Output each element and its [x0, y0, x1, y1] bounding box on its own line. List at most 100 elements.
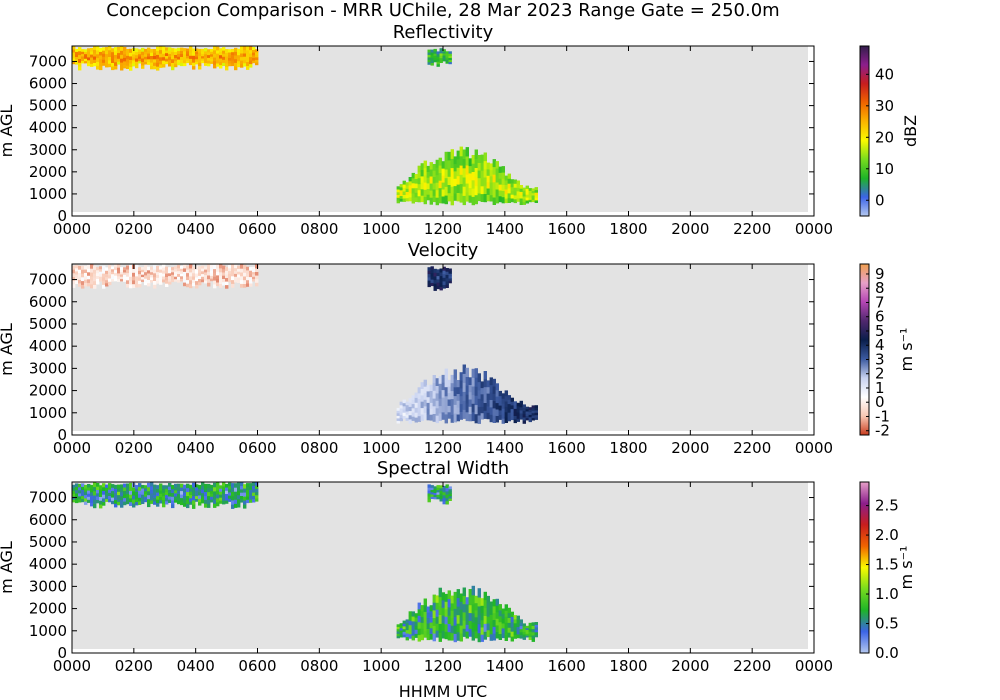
- echo-cell: [135, 61, 139, 65]
- echo-cell: [204, 56, 208, 61]
- echo-cell: [423, 399, 427, 407]
- echo-cell: [186, 60, 190, 64]
- echo-cell: [498, 390, 502, 397]
- echo-cell: [507, 197, 511, 203]
- echo-cell: [225, 270, 229, 275]
- echo-cell: [189, 268, 193, 273]
- echo-cell: [204, 495, 208, 500]
- echo-cell: [231, 272, 235, 277]
- echo-cell: [138, 277, 142, 281]
- echo-cell: [429, 384, 433, 391]
- echo-cell: [138, 56, 142, 59]
- echo-cell: [174, 489, 178, 494]
- echo-cell: [225, 56, 229, 60]
- echo-cell: [168, 278, 172, 282]
- echo-cell: [445, 500, 449, 505]
- echo-cell: [465, 385, 469, 395]
- echo-cell: [171, 279, 175, 283]
- echo-cell: [519, 416, 523, 420]
- echo-cell: [243, 59, 247, 64]
- echo-cell: [165, 269, 169, 274]
- echo-cell: [228, 495, 232, 499]
- echo-cell: [420, 382, 424, 389]
- echo-cell: [513, 615, 517, 620]
- echo-cell: [219, 279, 223, 284]
- echo-cell: [231, 62, 235, 67]
- echo-cell: [108, 489, 112, 493]
- echo-cell: [195, 61, 199, 65]
- echo-cell: [429, 176, 433, 184]
- echo-cell: [171, 496, 175, 501]
- echo-cell: [129, 284, 133, 289]
- x-tick-label: 0200: [115, 439, 153, 457]
- echo-cell: [216, 482, 220, 487]
- echo-cell: [147, 486, 151, 492]
- echo-cell: [201, 48, 205, 52]
- echo-cell: [135, 279, 139, 284]
- echo-cell: [117, 488, 121, 492]
- echo-cell: [477, 162, 481, 171]
- echo-cell: [516, 405, 520, 410]
- echo-cell: [486, 181, 490, 189]
- echo-cell: [531, 190, 535, 194]
- colorbar-label: dBZ: [901, 115, 920, 147]
- echo-cell: [84, 282, 88, 287]
- colorbar-tick-label: 0: [875, 191, 885, 209]
- echo-cell: [234, 55, 238, 60]
- echo-cell: [445, 55, 449, 58]
- echo-cell: [186, 272, 190, 277]
- echo-cell: [516, 412, 520, 416]
- echo-cell: [492, 181, 496, 190]
- echo-cell: [519, 403, 523, 408]
- echo-cell: [522, 404, 526, 408]
- echo-cell: [189, 283, 193, 289]
- echo-cell: [420, 622, 424, 629]
- echo-cell: [456, 631, 460, 641]
- echo-cell: [234, 66, 238, 71]
- echo-cell: [510, 397, 514, 402]
- echo-cell: [510, 198, 514, 203]
- echo-cell: [108, 63, 112, 68]
- echo-cell: [174, 51, 178, 55]
- echo-cell: [417, 609, 421, 616]
- echo-cell: [447, 598, 451, 608]
- echo-cell: [448, 61, 452, 65]
- echo-cell: [96, 46, 100, 51]
- echo-cell: [210, 272, 214, 276]
- echo-cell: [174, 268, 178, 272]
- echo-cell: [252, 495, 256, 500]
- y-tick-label: 0: [57, 644, 67, 662]
- echo-cell: [99, 66, 103, 71]
- echo-cell: [162, 63, 166, 68]
- echo-cell: [234, 279, 238, 283]
- echo-cell: [243, 46, 247, 51]
- echo-cell: [249, 49, 253, 54]
- echo-cell: [430, 485, 434, 488]
- y-tick-label: 5000: [29, 315, 67, 333]
- echo-cell: [72, 484, 76, 489]
- colorbar-tick-label: 2.5: [875, 497, 899, 515]
- echo-cell: [135, 54, 139, 59]
- echo-cell: [111, 59, 115, 63]
- echo-cell: [528, 190, 532, 194]
- echo-cell: [432, 382, 436, 391]
- colorbar-tick-label: 1.0: [875, 585, 899, 603]
- echo-cell: [141, 54, 145, 59]
- y-tick-label: 3000: [29, 141, 67, 159]
- echo-cell: [180, 268, 184, 272]
- echo-cell: [444, 160, 448, 170]
- echo-cell: [255, 51, 259, 55]
- echo-cell: [489, 182, 493, 189]
- echo-cell: [186, 269, 190, 274]
- echo-cell: [228, 49, 232, 53]
- echo-cell: [186, 483, 190, 489]
- echo-cell: [168, 492, 172, 497]
- echo-cell: [180, 276, 184, 279]
- echo-cell: [165, 58, 169, 62]
- x-tick-label: 0600: [238, 220, 276, 238]
- echo-cell: [228, 276, 232, 280]
- echo-cell: [117, 494, 121, 499]
- echo-cell: [396, 200, 400, 204]
- echo-cell: [513, 622, 517, 628]
- echo-cell: [480, 612, 484, 621]
